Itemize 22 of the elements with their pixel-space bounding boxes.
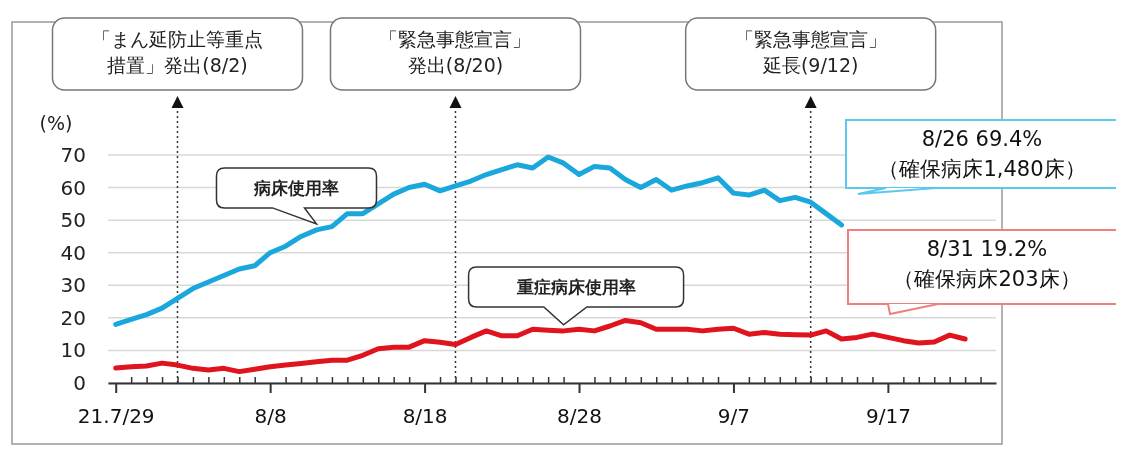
y-tick-label: 10: [60, 338, 86, 363]
x-tick-label: 8/18: [402, 404, 448, 429]
y-tick-label: 40: [60, 240, 86, 265]
ref-line-label: 「まん延防止等重点措置」発出(8/2): [92, 28, 263, 76]
series-label: 重症病床使用率: [515, 276, 636, 297]
ref-line-label: 「緊急事態宣言」延長(9/12): [734, 28, 887, 76]
y-tick-label: 70: [60, 143, 86, 167]
ref-line-label: 「緊急事態宣言」発出(8/20): [379, 28, 532, 76]
y-tick-label: 30: [60, 273, 86, 298]
series-label: 病床使用率: [252, 177, 339, 198]
x-tick-label: 21.7/29: [77, 404, 155, 429]
x-tick-label: 9/17: [865, 404, 911, 429]
y-tick-label: 50: [60, 208, 86, 233]
y-tick-label: 20: [60, 305, 86, 330]
x-tick-label: 9/7: [717, 404, 751, 429]
annotation: 8/31 19.2%（確保病床203床）: [893, 237, 1081, 291]
x-tick-label: 8/28: [557, 404, 602, 429]
y-tick-label: 0: [73, 371, 86, 395]
x-tick-label: 8/8: [254, 404, 287, 429]
y-axis-title: (%): [39, 112, 73, 134]
annotation: 8/26 69.4%（確保病床1,480床）: [878, 127, 1086, 181]
y-tick-label: 60: [60, 175, 86, 200]
